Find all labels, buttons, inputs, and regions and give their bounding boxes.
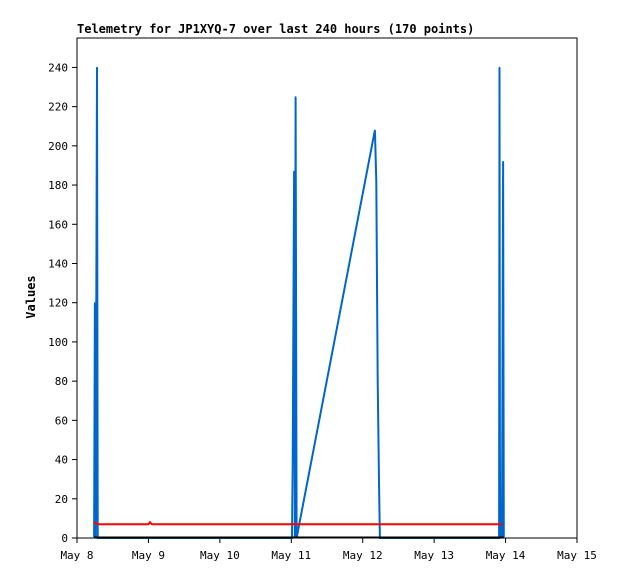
data-point xyxy=(375,180,377,182)
x-tick-label: May 9 xyxy=(132,549,165,562)
data-point xyxy=(94,302,96,304)
data-point xyxy=(97,523,100,525)
data-point xyxy=(501,523,503,525)
data-point xyxy=(498,66,501,69)
y-tick-label: 80 xyxy=(55,375,68,388)
x-tick-label: May 15 xyxy=(557,549,597,562)
data-point xyxy=(502,160,504,163)
data-point xyxy=(294,96,297,98)
y-tick-label: 240 xyxy=(48,61,68,74)
data-point xyxy=(96,66,98,69)
data-point xyxy=(500,507,502,510)
data-point xyxy=(293,170,295,172)
y-tick-label: 200 xyxy=(48,140,68,153)
data-point xyxy=(378,488,380,490)
data-point xyxy=(93,521,95,523)
data-point xyxy=(147,523,150,525)
data-point xyxy=(292,317,295,319)
y-tick-label: 140 xyxy=(48,257,68,270)
data-point xyxy=(151,523,153,525)
y-tick-label: 160 xyxy=(48,218,68,231)
y-tick-label: 120 xyxy=(48,297,68,310)
y-tick-label: 40 xyxy=(55,454,68,467)
y-tick-label: 100 xyxy=(48,336,68,349)
data-point xyxy=(377,380,379,382)
x-tick-label: May 8 xyxy=(60,549,93,562)
data-point xyxy=(374,129,376,131)
y-tick-label: 180 xyxy=(48,179,68,192)
plot-frame xyxy=(76,37,578,539)
series-line-2 xyxy=(93,520,502,526)
data-point xyxy=(376,282,378,284)
y-tick-label: 20 xyxy=(55,493,68,506)
data-point xyxy=(292,462,294,465)
data-point xyxy=(499,443,501,445)
chart-title: Telemetry for JP1XYQ-7 over last 240 hou… xyxy=(77,22,475,36)
x-tick-label: May 12 xyxy=(343,549,383,562)
x-tick-label: May 10 xyxy=(200,549,240,562)
x-tick-label: May 14 xyxy=(486,549,526,562)
x-tick-label: May 13 xyxy=(414,549,454,562)
y-tick-label: 0 xyxy=(61,532,68,545)
x-tick-label: May 11 xyxy=(271,549,311,562)
data-point xyxy=(149,521,151,523)
y-tick-label: 60 xyxy=(55,414,68,427)
y-tick-label: 220 xyxy=(48,101,68,114)
